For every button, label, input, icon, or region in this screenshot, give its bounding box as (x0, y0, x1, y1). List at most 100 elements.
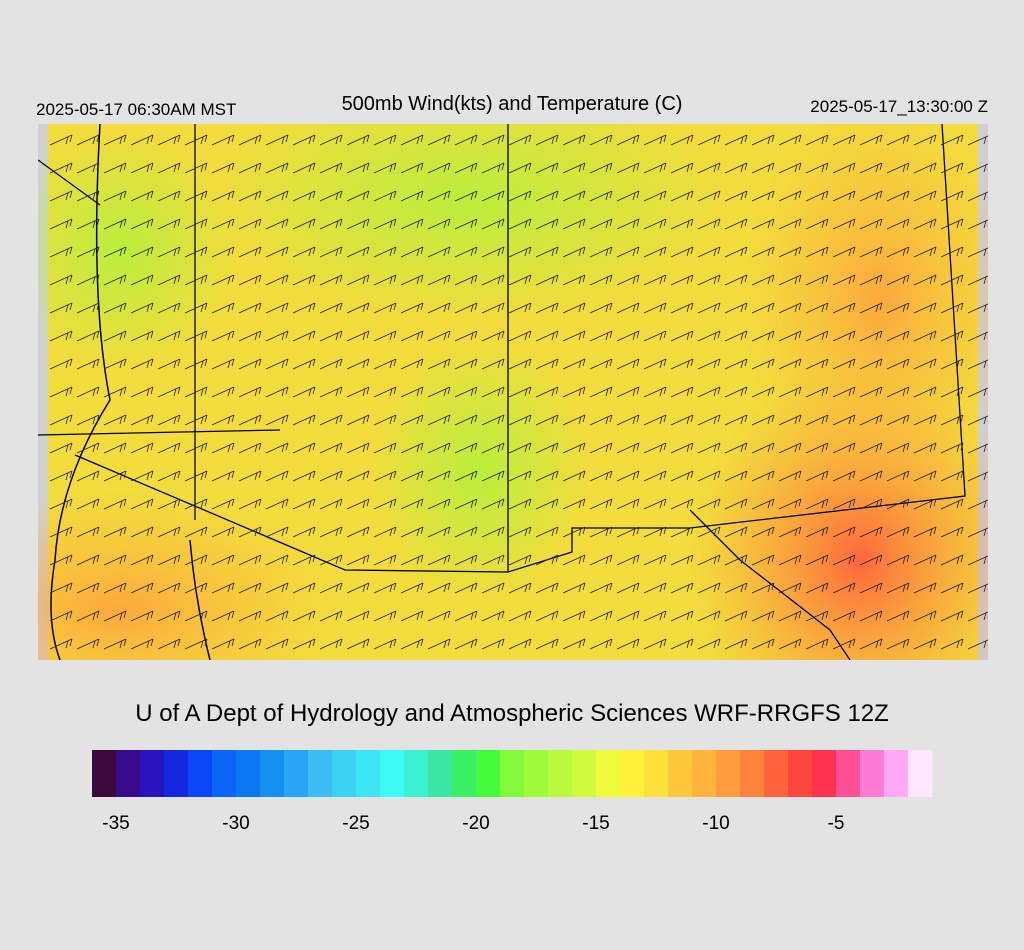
wind-barb (643, 358, 667, 370)
wind-barb (724, 386, 748, 398)
wind-barb (778, 414, 802, 426)
wind-barb (616, 526, 640, 538)
wind-barb (508, 218, 532, 230)
wind-barb (292, 358, 316, 370)
wind-barb (130, 610, 154, 622)
wind-barb (724, 610, 748, 622)
wind-barb (724, 274, 748, 286)
wind-barb (49, 218, 73, 230)
wind-barb (103, 218, 127, 230)
wind-barb (751, 162, 775, 174)
wind-barb (616, 414, 640, 426)
wind-barb (49, 162, 73, 174)
wind-barb (697, 442, 721, 454)
wind-barb (724, 330, 748, 342)
wind-barb (859, 162, 883, 174)
wind-barb (76, 190, 100, 202)
wind-barb (211, 638, 235, 650)
wind-barb (103, 554, 127, 566)
wind-barb (346, 610, 370, 622)
wind-barb (211, 134, 235, 146)
wind-barb (103, 470, 127, 482)
wind-barb (49, 414, 73, 426)
wind-barb (292, 218, 316, 230)
wind-barb (238, 442, 262, 454)
wind-barb (157, 274, 181, 286)
wind-barb (427, 610, 451, 622)
wind-barb (967, 219, 988, 230)
wind-barb (454, 442, 478, 454)
wind-barb (589, 358, 613, 370)
wind-barb (427, 302, 451, 314)
wind-barb (562, 162, 586, 174)
wind-barb (913, 330, 937, 342)
color-swatch (452, 750, 477, 797)
wind-barb (832, 358, 856, 370)
wind-barb (832, 470, 856, 482)
wind-barb (859, 190, 883, 202)
wind-barb (967, 247, 988, 258)
wind-barb (589, 218, 613, 230)
wind-barb (400, 582, 424, 594)
wind-barb (346, 218, 370, 230)
wind-barb (265, 162, 289, 174)
wind-barb (616, 386, 640, 398)
wind-barb (265, 218, 289, 230)
wind-barb (535, 386, 559, 398)
wind-barb (967, 359, 988, 370)
wind-barb (319, 134, 343, 146)
wind-barb (697, 330, 721, 342)
wind-barb (508, 190, 532, 202)
wind-barb (211, 470, 235, 482)
wind-barb (859, 386, 883, 398)
wind-barb (616, 246, 640, 258)
wind-barb (292, 554, 316, 566)
wind-barb (400, 134, 424, 146)
wind-barb (670, 134, 694, 146)
wind-barb (778, 554, 802, 566)
wind-barb (859, 610, 883, 622)
wind-barb (697, 554, 721, 566)
wind-barb (76, 134, 100, 146)
wind-barb (238, 582, 262, 594)
wind-barb (427, 358, 451, 370)
wind-barb (697, 386, 721, 398)
wind-barb (184, 162, 208, 174)
wind-barb (211, 358, 235, 370)
wind-barb (157, 414, 181, 426)
wind-barb (346, 442, 370, 454)
wind-barb (184, 218, 208, 230)
wind-barb (319, 358, 343, 370)
wind-barb (805, 470, 829, 482)
wind-barb (373, 526, 397, 538)
wind-barb (373, 638, 397, 650)
wind-barb (319, 638, 343, 650)
wind-barb (292, 470, 316, 482)
color-swatch (380, 750, 405, 797)
wind-barb (400, 302, 424, 314)
wind-barb (292, 526, 316, 538)
wind-barb (643, 274, 667, 286)
wind-barb (454, 414, 478, 426)
wind-barb (724, 134, 748, 146)
wind-barb (130, 330, 154, 342)
wind-barb (940, 442, 964, 454)
wind-barb (103, 526, 127, 538)
wind-barb (292, 274, 316, 286)
wind-barb (670, 218, 694, 230)
wind-barb (49, 358, 73, 370)
wind-barb (76, 526, 100, 538)
wind-barb (940, 218, 964, 230)
wind-barb (832, 442, 856, 454)
wind-barb (346, 638, 370, 650)
wind-barb (427, 190, 451, 202)
wind-barb (265, 442, 289, 454)
wind-barb (319, 190, 343, 202)
wind-barb (805, 610, 829, 622)
wind-barb (886, 218, 910, 230)
wind-barb (211, 582, 235, 594)
wind-barb (643, 218, 667, 230)
wind-barb (535, 442, 559, 454)
wind-barb (49, 610, 73, 622)
wind-barb (670, 442, 694, 454)
